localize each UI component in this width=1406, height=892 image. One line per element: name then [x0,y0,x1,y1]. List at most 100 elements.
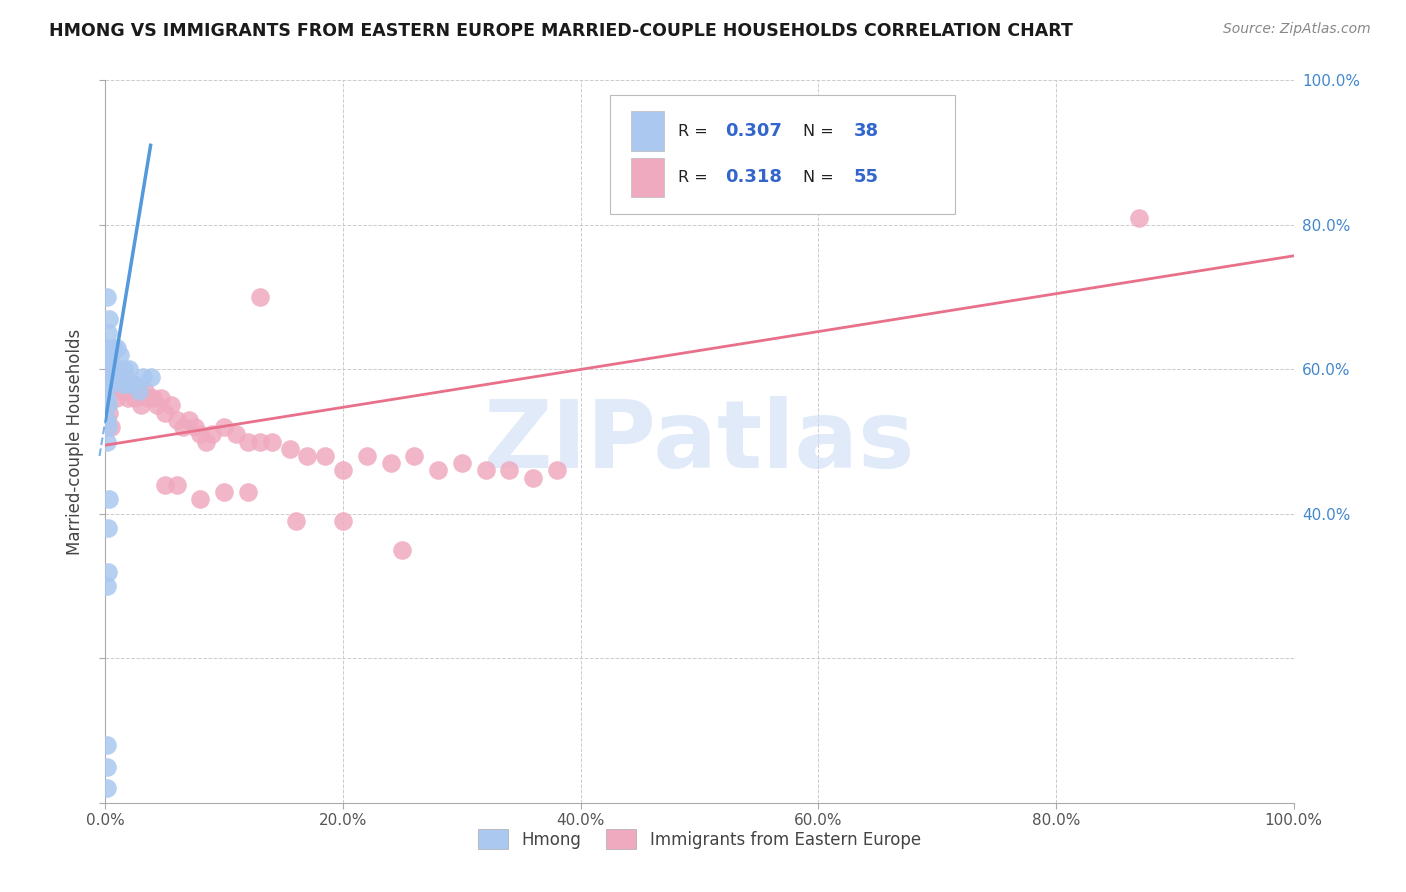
Point [98,348,121,362]
Point [98,369,121,384]
Point [108,348,131,362]
Point [153,478,176,492]
Point [260,434,283,449]
Point [105,391,128,405]
Point [225,427,247,442]
Point [150,391,173,405]
Point [145,398,167,412]
Point [97,326,120,340]
Point [427,463,450,477]
Point [101,362,124,376]
Text: 55: 55 [853,169,879,186]
Point [97,362,120,376]
Text: R =: R = [678,170,713,185]
Point [97,398,120,412]
Point [134,384,156,398]
Point [98,311,121,326]
Point [98,362,121,376]
Point [122,376,145,391]
Point [314,449,336,463]
Point [117,391,139,405]
Point [297,449,319,463]
Point [96,391,118,405]
Text: Source: ZipAtlas.com: Source: ZipAtlas.com [1223,22,1371,37]
Point [112,384,135,398]
Point [96,362,118,376]
Text: N =: N = [803,170,839,185]
Point [96,738,118,752]
Point [98,376,121,391]
Point [96,760,118,774]
Legend: Hmong, Immigrants from Eastern Europe: Hmong, Immigrants from Eastern Europe [478,830,921,848]
Point [104,369,127,384]
Point [391,542,413,557]
Point [159,398,181,412]
Point [522,470,544,484]
Point [236,485,259,500]
Point [97,565,120,579]
Point [139,369,162,384]
Point [356,449,378,463]
Point [214,485,236,500]
Point [115,376,138,391]
Point [546,463,568,477]
Point [97,376,120,391]
Point [96,290,118,304]
Point [332,463,354,477]
Point [183,420,205,434]
Point [153,406,176,420]
Point [195,434,218,449]
Y-axis label: Married-couple Households: Married-couple Households [66,328,84,555]
Point [96,434,118,449]
Point [100,348,122,362]
Text: 38: 38 [853,122,879,140]
Point [177,413,200,427]
Point [284,514,307,528]
Point [111,376,134,391]
Point [404,449,426,463]
Point [97,521,120,535]
Point [129,398,152,412]
Point [249,290,271,304]
Point [97,420,120,434]
Point [103,341,125,355]
Point [128,384,150,398]
Point [136,391,159,405]
Point [249,434,271,449]
Point [118,362,141,376]
Point [190,427,212,442]
Point [142,391,165,405]
Text: R =: R = [678,124,713,139]
Point [474,463,496,477]
Bar [630,158,664,197]
Point [97,341,120,355]
Point [214,420,236,434]
Text: ZIPatlas: ZIPatlas [484,395,915,488]
Point [380,456,402,470]
Point [114,362,136,376]
Point [332,514,354,528]
Point [96,579,118,593]
Point [103,369,125,384]
Point [166,413,188,427]
Point [105,341,128,355]
Point [97,348,120,362]
Point [1128,211,1150,225]
Point [110,376,132,391]
Text: 0.307: 0.307 [725,122,783,140]
Point [114,369,136,384]
FancyBboxPatch shape [610,95,955,214]
Point [132,369,155,384]
Text: 0.318: 0.318 [725,169,783,186]
Bar [630,112,664,151]
Point [278,442,301,456]
Point [100,420,122,434]
Point [121,376,143,391]
Point [166,478,188,492]
Point [172,420,194,434]
Point [96,781,118,796]
Point [128,384,150,398]
Point [201,427,224,442]
Text: HMONG VS IMMIGRANTS FROM EASTERN EUROPE MARRIED-COUPLE HOUSEHOLDS CORRELATION CH: HMONG VS IMMIGRANTS FROM EASTERN EUROPE … [49,22,1073,40]
Point [98,406,121,420]
